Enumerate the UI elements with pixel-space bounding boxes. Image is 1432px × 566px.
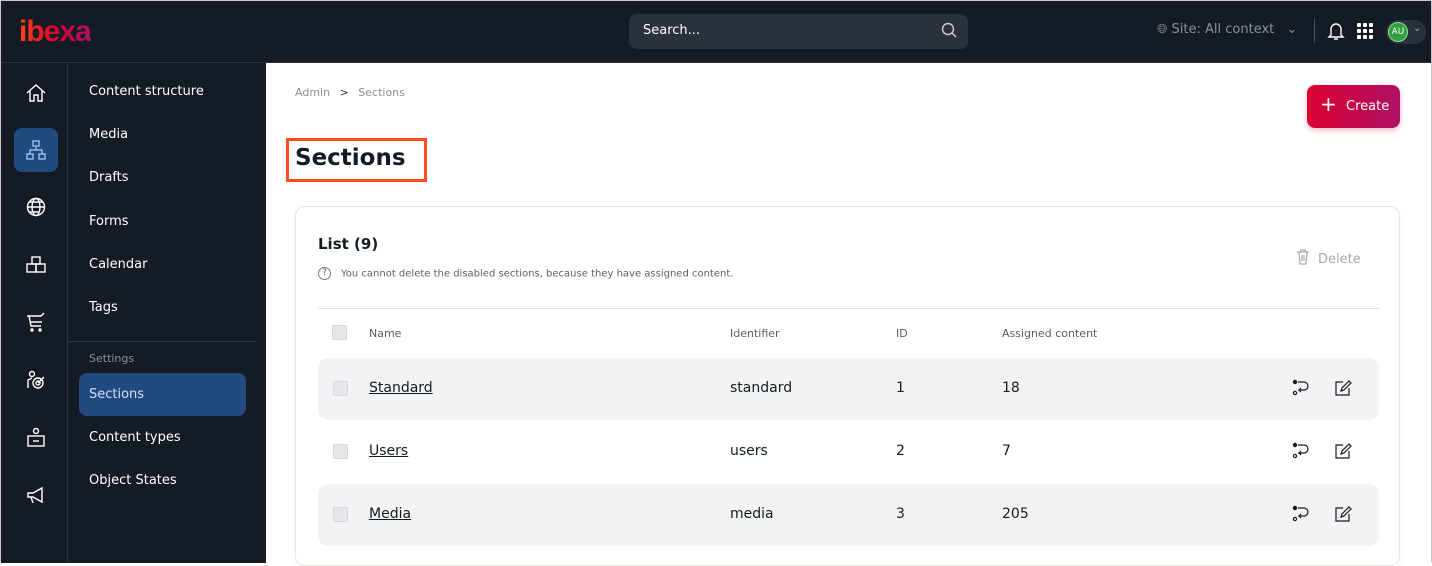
breadcrumb-sections: Sections	[358, 86, 405, 99]
ibexa-logo[interactable]: ibexa	[19, 15, 92, 48]
table-row: Media media 3 205	[318, 484, 1379, 546]
hint-text: You cannot delete the disabled sections,…	[341, 268, 734, 280]
globe-icon: 🌐︎	[1157, 22, 1168, 37]
home-icon[interactable]	[14, 71, 58, 115]
section-identifier: standard	[730, 380, 793, 396]
subnav-drafts[interactable]: Drafts	[89, 170, 129, 185]
assigned-content-count: 7	[1002, 443, 1011, 459]
section-id: 3	[896, 506, 905, 522]
chevron-down-icon: ⌄	[1413, 23, 1422, 34]
table-row: Users users 2 7	[318, 421, 1379, 483]
select-all-checkbox[interactable]	[332, 325, 347, 340]
section-name-link[interactable]: Media	[369, 506, 412, 522]
subnav-content-structure[interactable]: Content structure	[89, 84, 204, 99]
cart-icon[interactable]	[14, 300, 58, 344]
row-checkbox[interactable]	[333, 381, 348, 396]
marketing-megaphone-icon[interactable]	[14, 473, 58, 517]
products-icon[interactable]	[14, 243, 58, 287]
list-title: List (9)	[318, 235, 379, 253]
delete-label: Delete	[1318, 252, 1361, 267]
customer-target-icon[interactable]	[14, 358, 58, 402]
section-identifier: users	[730, 443, 768, 459]
subnav-tags[interactable]: Tags	[89, 300, 118, 315]
edit-icon[interactable]	[1334, 442, 1352, 460]
user-menu[interactable]: AU ⌄	[1386, 20, 1426, 44]
breadcrumb: Admin > Sections	[295, 86, 405, 99]
assigned-content-count: 205	[1002, 506, 1029, 522]
admin-icon[interactable]	[14, 415, 58, 459]
column-header-id[interactable]: ID	[896, 327, 908, 340]
subnav-sections[interactable]: Sections	[79, 373, 246, 416]
site-globe-icon[interactable]	[14, 185, 58, 229]
sections-list-card: List (9) ? You cannot delete the disabled…	[295, 206, 1400, 566]
section-id: 2	[896, 443, 905, 459]
search-icon[interactable]	[940, 21, 958, 39]
section-id: 1	[896, 380, 905, 396]
content-tree-icon[interactable]	[14, 128, 58, 172]
top-bar: ibexa Search... 🌐︎ Site: All context ⌄ A…	[1, 1, 1431, 63]
edit-icon[interactable]	[1334, 379, 1352, 397]
row-checkbox[interactable]	[333, 507, 348, 522]
main-content: Admin > Sections Sections + Create List (…	[266, 64, 1431, 566]
column-header-identifier[interactable]: Identifier	[730, 327, 780, 340]
table-row: Standard standard 1 18	[318, 358, 1379, 420]
breadcrumb-separator: >	[339, 86, 349, 99]
plus-icon: +	[1320, 92, 1337, 116]
subnav-calendar[interactable]: Calendar	[89, 257, 148, 272]
section-identifier: media	[730, 506, 774, 522]
column-header-assigned-content[interactable]: Assigned content	[1002, 327, 1098, 340]
assign-content-icon[interactable]	[1292, 442, 1310, 460]
divider	[68, 341, 257, 342]
delete-button[interactable]: Delete	[1296, 249, 1361, 267]
chevron-down-icon: ⌄	[1286, 22, 1298, 37]
create-button[interactable]: + Create	[1307, 85, 1400, 128]
divider	[1314, 19, 1315, 43]
subnav-content-types[interactable]: Content types	[89, 430, 181, 445]
bell-icon[interactable]	[1327, 21, 1345, 41]
main-nav-rail	[1, 63, 68, 563]
avatar: AU	[1388, 22, 1408, 42]
list-hint: ? You cannot delete the disabled sections…	[318, 267, 733, 280]
trash-icon	[1297, 249, 1309, 265]
column-header-name[interactable]: Name	[369, 327, 402, 340]
settings-label: Settings	[89, 352, 135, 365]
apps-grid-icon[interactable]	[1357, 23, 1373, 39]
assign-content-icon[interactable]	[1292, 505, 1310, 523]
edit-icon[interactable]	[1334, 505, 1352, 523]
assigned-content-count: 18	[1002, 380, 1020, 396]
page-title: Sections	[286, 138, 427, 182]
breadcrumb-admin[interactable]: Admin	[295, 86, 331, 99]
search-input[interactable]: Search...	[629, 14, 968, 49]
row-checkbox[interactable]	[333, 444, 348, 459]
search-placeholder: Search...	[643, 23, 701, 38]
site-context-dropdown[interactable]: 🌐︎ Site: All context ⌄	[1157, 22, 1297, 37]
section-name-link[interactable]: Standard	[369, 380, 433, 396]
subnav-forms[interactable]: Forms	[89, 214, 129, 229]
help-icon: ?	[318, 267, 331, 280]
create-label: Create	[1346, 99, 1390, 114]
sub-navigation: Content structure Media Drafts Forms Cal…	[68, 63, 266, 563]
divider	[318, 308, 1379, 309]
subnav-media[interactable]: Media	[89, 127, 129, 142]
site-context-label: Site: All context	[1171, 22, 1275, 37]
assign-content-icon[interactable]	[1292, 379, 1310, 397]
subnav-object-states[interactable]: Object States	[89, 473, 177, 488]
section-name-link[interactable]: Users	[369, 443, 409, 459]
